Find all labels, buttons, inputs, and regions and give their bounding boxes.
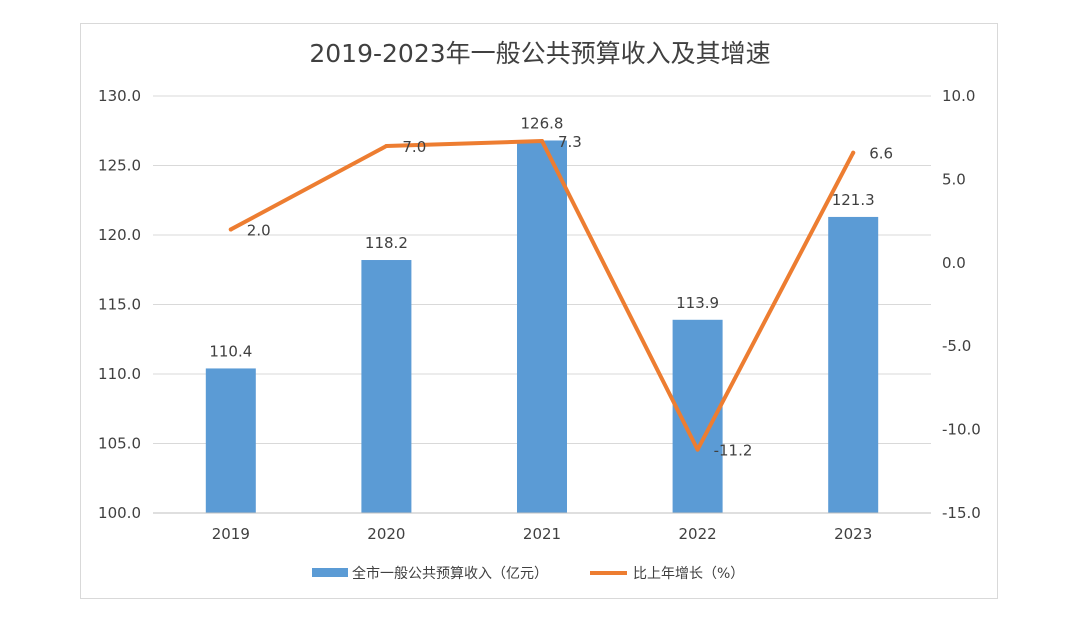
x-tick-label: 2023 [834, 525, 872, 543]
x-tick-label: 2020 [367, 525, 405, 543]
growth-value-label: -11.2 [714, 442, 753, 460]
bar-value-label: 126.8 [521, 114, 564, 132]
x-tick-label: 2019 [212, 525, 250, 543]
y-left-tick-label: 110.0 [98, 365, 141, 383]
bar-2021 [517, 140, 567, 514]
bar-value-label: 110.4 [209, 342, 252, 360]
growth-point-2020 [384, 144, 389, 149]
x-tick-label: 2021 [523, 525, 561, 543]
data-labels: 110.4 118.2 126.8 113.9 121.3 2.0 7.0 7.3 -11.2 6… [209, 114, 893, 459]
growth-value-label: 7.0 [402, 138, 426, 156]
legend-bar-label: 全市一般公共预算收入（亿元） [352, 565, 548, 582]
y-left-tick-label: 115.0 [98, 296, 141, 314]
growth-value-label: 2.0 [247, 221, 271, 239]
y-left-tick-label: 125.0 [98, 157, 141, 175]
bar-value-label: 113.9 [676, 294, 719, 312]
legend-line-label: 比上年增长（%） [633, 566, 744, 582]
y-right-tick-label: -10.0 [942, 421, 981, 439]
bar-value-label: 118.2 [365, 234, 408, 252]
legend-bar-swatch [312, 568, 348, 577]
growth-line [228, 139, 856, 452]
y-left-tick-label: 120.0 [98, 226, 141, 244]
bar-2020 [361, 260, 412, 513]
y-right-tick-label: 5.0 [942, 170, 966, 188]
y-right-tick-label: -15.0 [942, 504, 981, 522]
axes: 100.0 105.0 110.0 115.0 120.0 125.0 130.0 -15.0… [98, 87, 981, 543]
bar-2019 [205, 368, 256, 513]
growth-point-2019 [228, 227, 233, 232]
y-right-tick-label: -5.0 [942, 337, 971, 355]
bar-value-label: 121.3 [832, 191, 875, 209]
growth-point-2022 [695, 447, 700, 452]
bars [205, 140, 879, 514]
chart-title: 2019-2023年一般公共预算收入及其增速 [309, 39, 770, 68]
growth-point-2021 [540, 139, 544, 144]
y-left-tick-label: 105.0 [98, 435, 141, 453]
y-left-tick-label: 100.0 [98, 504, 141, 522]
legend: 全市一般公共预算收入（亿元） 比上年增长（%） [312, 565, 744, 582]
growth-value-label: 7.3 [558, 133, 582, 151]
y-right-tick-label: 10.0 [942, 87, 975, 105]
bar-2023 [828, 216, 879, 513]
growth-value-label: 6.6 [869, 145, 893, 163]
y-right-tick-label: 0.0 [942, 254, 966, 272]
y-left-tick-label: 130.0 [98, 87, 141, 105]
x-tick-label: 2022 [679, 525, 717, 543]
growth-point-2023 [851, 150, 856, 155]
